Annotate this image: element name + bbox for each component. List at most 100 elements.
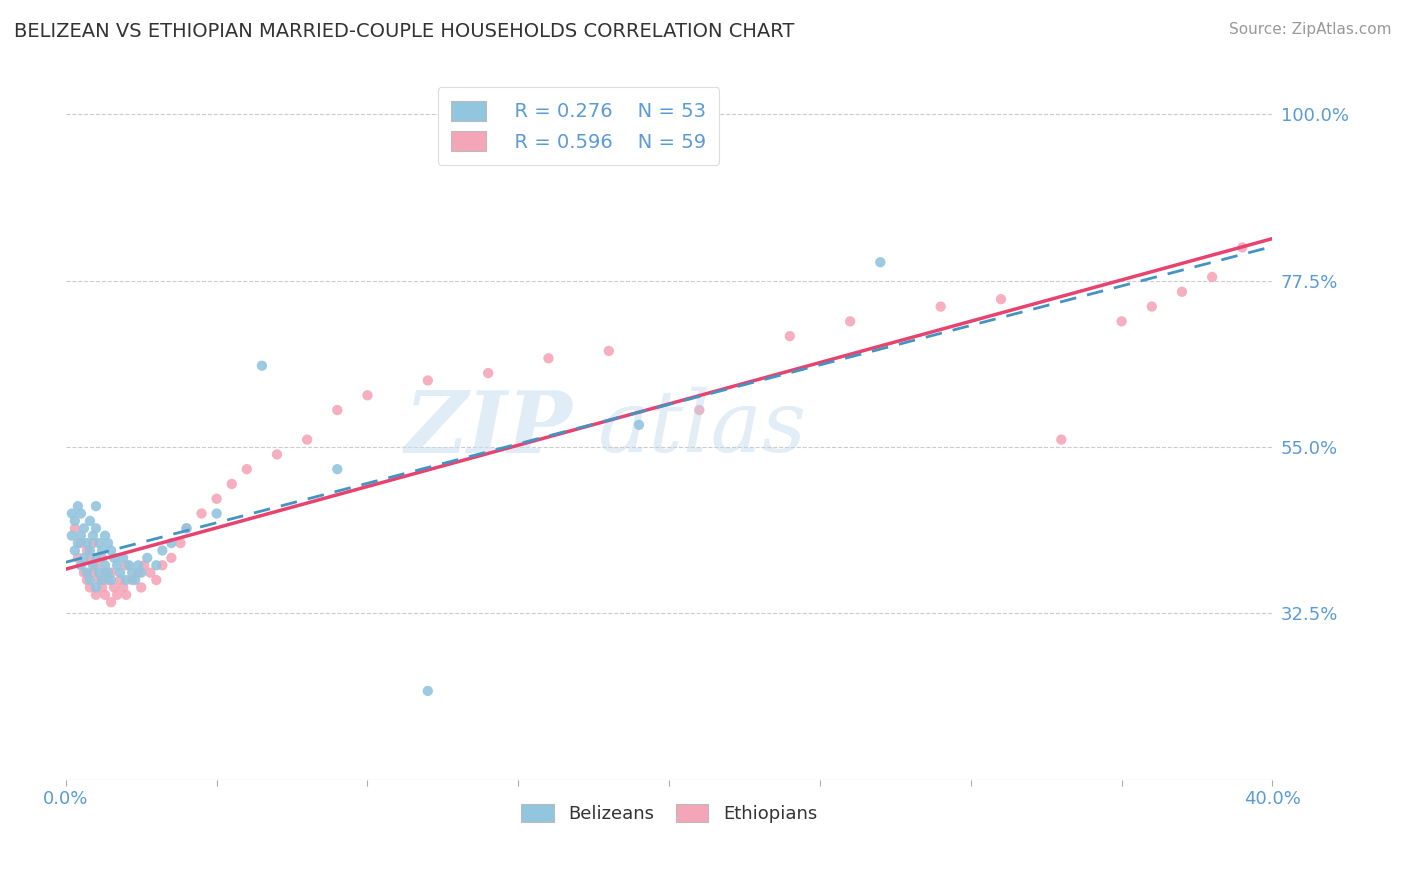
Point <box>66 499 89 513</box>
Point <box>250 359 273 373</box>
Point <box>115 558 138 573</box>
Point <box>688 403 710 417</box>
Point <box>1140 300 1163 314</box>
Point <box>129 581 152 595</box>
Point <box>84 550 107 565</box>
Point <box>82 558 104 573</box>
Point <box>1201 270 1223 285</box>
Point <box>134 558 156 573</box>
Point <box>63 514 86 528</box>
Point <box>477 366 499 380</box>
Point <box>84 558 107 573</box>
Point <box>100 543 122 558</box>
Point <box>94 588 117 602</box>
Point <box>73 566 96 580</box>
Point <box>70 507 93 521</box>
Point <box>66 536 89 550</box>
Point <box>94 529 117 543</box>
Point <box>221 477 243 491</box>
Point <box>105 558 128 573</box>
Point <box>115 573 138 587</box>
Point <box>127 566 149 580</box>
Point <box>145 573 167 587</box>
Point <box>190 507 212 521</box>
Point <box>91 550 114 565</box>
Point <box>66 550 89 565</box>
Point <box>537 351 560 366</box>
Point <box>416 374 439 388</box>
Point <box>100 595 122 609</box>
Point <box>70 529 93 543</box>
Point <box>108 566 131 580</box>
Point <box>136 550 159 565</box>
Point <box>100 566 122 580</box>
Point <box>97 573 120 587</box>
Point <box>598 343 620 358</box>
Point <box>176 521 198 535</box>
Point <box>73 521 96 535</box>
Point <box>97 536 120 550</box>
Point <box>70 558 93 573</box>
Point <box>87 573 110 587</box>
Point <box>150 543 173 558</box>
Point <box>84 521 107 535</box>
Point <box>121 566 143 580</box>
Point <box>121 573 143 587</box>
Point <box>76 536 98 550</box>
Point <box>145 558 167 573</box>
Point <box>129 566 152 580</box>
Point <box>326 462 349 476</box>
Point <box>84 499 107 513</box>
Point <box>94 558 117 573</box>
Point <box>103 581 125 595</box>
Point <box>79 581 101 595</box>
Point <box>60 529 83 543</box>
Point <box>236 462 259 476</box>
Point <box>108 573 131 587</box>
Point <box>176 521 198 535</box>
Point <box>103 550 125 565</box>
Point <box>97 566 120 580</box>
Point <box>76 543 98 558</box>
Text: atlas: atlas <box>596 387 806 470</box>
Point <box>839 314 862 328</box>
Point <box>73 550 96 565</box>
Point <box>779 329 801 343</box>
Point <box>112 550 135 565</box>
Point <box>91 543 114 558</box>
Point <box>79 514 101 528</box>
Point <box>63 521 86 535</box>
Point <box>1232 240 1254 254</box>
Point <box>990 292 1012 306</box>
Point <box>266 447 288 461</box>
Point <box>139 566 162 580</box>
Point <box>60 507 83 521</box>
Point <box>1050 433 1073 447</box>
Point <box>929 300 952 314</box>
Point <box>169 536 191 550</box>
Point <box>416 684 439 698</box>
Point <box>127 558 149 573</box>
Point <box>76 566 98 580</box>
Point <box>627 417 650 432</box>
Point <box>869 255 891 269</box>
Point <box>79 543 101 558</box>
Point <box>205 507 228 521</box>
Point <box>94 566 117 580</box>
Point <box>87 536 110 550</box>
Point <box>105 588 128 602</box>
Point <box>1171 285 1194 299</box>
Point <box>100 573 122 587</box>
Point <box>115 588 138 602</box>
Point <box>79 550 101 565</box>
Point <box>160 536 183 550</box>
Point <box>63 543 86 558</box>
Point <box>82 566 104 580</box>
Point <box>70 536 93 550</box>
Text: BELIZEAN VS ETHIOPIAN MARRIED-COUPLE HOUSEHOLDS CORRELATION CHART: BELIZEAN VS ETHIOPIAN MARRIED-COUPLE HOU… <box>14 22 794 41</box>
Point <box>79 573 101 587</box>
Point <box>205 491 228 506</box>
Point <box>112 581 135 595</box>
Point <box>84 581 107 595</box>
Point <box>124 573 146 587</box>
